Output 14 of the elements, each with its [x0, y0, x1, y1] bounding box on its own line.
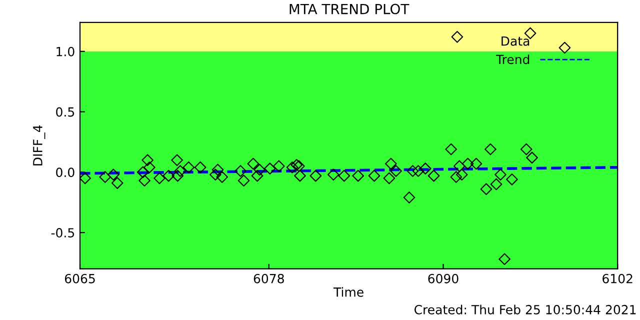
x-tick-label: 6102: [602, 274, 632, 284]
text: Created: Thu Feb 25 10:50:44 2021: [414, 304, 636, 314]
y-tick-label: -0.5: [51, 228, 74, 238]
y-tick-label: 0.0: [56, 168, 74, 178]
series-label: Data: [502, 36, 530, 46]
x-tick-label: 6065: [64, 274, 95, 284]
x-tick-label: 6090: [428, 274, 458, 284]
chart-title: MTA TREND PLOT: [290, 4, 410, 14]
y-axis-title: DIFF_4: [33, 125, 46, 166]
x-axis-title: Time: [333, 287, 364, 297]
y-tick-label: 0.5: [56, 107, 74, 117]
y-tick-label: 1.0: [56, 46, 74, 56]
legend-label: Trend: [496, 54, 530, 64]
x-tick-label: 6078: [254, 274, 284, 284]
